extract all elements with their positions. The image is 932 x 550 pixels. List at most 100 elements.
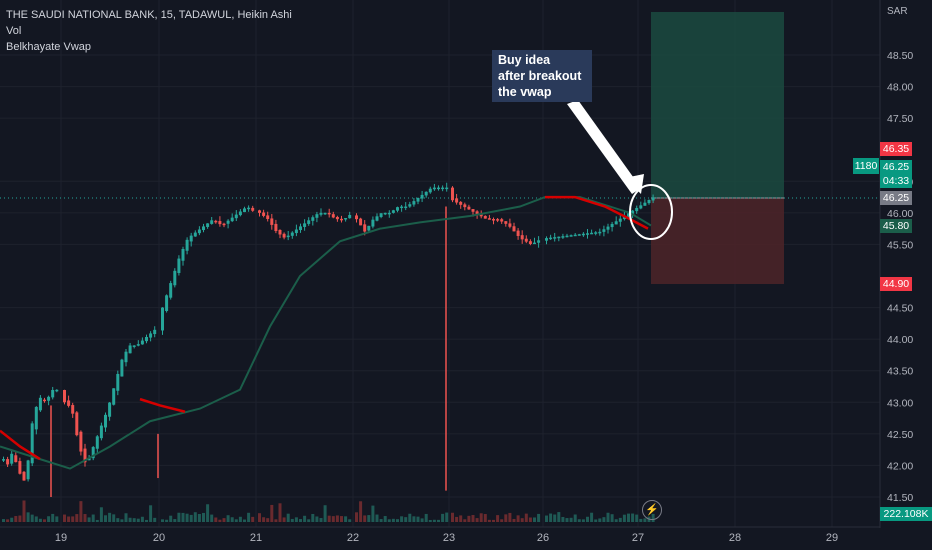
volume-bar: [10, 517, 14, 522]
candle-body: [6, 459, 10, 465]
candle-body: [537, 240, 541, 243]
candle-body: [226, 220, 230, 224]
candle-body: [165, 295, 169, 312]
volume-bar: [528, 517, 532, 522]
y-tick-label: 48.50: [887, 50, 913, 62]
chart-legend: THE SAUDI NATIONAL BANK, 15, TADAWUL, He…: [6, 7, 292, 55]
volume-bar: [508, 512, 512, 522]
candle-body: [307, 220, 311, 224]
volume-bar: [290, 518, 294, 522]
candle-body: [643, 202, 647, 206]
candle-body: [243, 208, 246, 213]
volume-bar: [91, 514, 95, 522]
volume-bar: [475, 518, 479, 522]
volume-bar: [38, 518, 42, 522]
candle-body: [128, 345, 132, 354]
candle-body: [197, 229, 201, 234]
callout-arrow-head: [625, 174, 644, 194]
candle-body: [290, 232, 294, 236]
volume-bar: [500, 519, 504, 522]
volume-bar: [533, 517, 536, 522]
candle-body: [412, 201, 416, 205]
x-tick-label: 23: [443, 532, 455, 544]
vwap-line-bearish-2: [139, 397, 186, 413]
volume-bar: [569, 517, 573, 522]
position-zones: [651, 12, 784, 284]
candle-body: [91, 447, 95, 459]
volume-indicator-label[interactable]: Vol: [6, 25, 22, 37]
volume-bar: [520, 518, 524, 522]
volume-bar: [303, 515, 307, 522]
volume-bar: [524, 513, 528, 522]
candle-body: [627, 213, 630, 217]
volume-bar: [79, 501, 83, 522]
candle-body: [614, 221, 618, 225]
candle-body: [463, 204, 467, 208]
volume-bar: [140, 516, 144, 522]
volume-bar: [132, 518, 136, 522]
volume-bar: [116, 518, 120, 522]
volume-bar: [315, 516, 319, 522]
volume-bar: [375, 514, 379, 522]
currency-label[interactable]: SAR: [887, 6, 908, 17]
candle-body: [416, 197, 420, 202]
volume-bar: [404, 517, 408, 522]
symbol-title[interactable]: THE SAUDI NATIONAL BANK, 15, TADAWUL, He…: [6, 9, 292, 21]
lightning-icon[interactable]: ⚡: [642, 500, 662, 520]
volume-bar: [243, 519, 246, 522]
y-tick-label: 48.00: [887, 82, 913, 94]
candle-body: [391, 210, 395, 213]
volume-bar: [299, 519, 302, 522]
candle-body: [30, 423, 34, 464]
y-tick-label: 44.50: [887, 303, 913, 315]
volume-bar: [18, 515, 22, 522]
volume-bar: [396, 519, 399, 522]
candle-body: [177, 258, 181, 273]
volume-bar: [75, 514, 79, 522]
candle-body: [319, 212, 323, 215]
volume-bar: [120, 519, 124, 522]
volume-bar: [363, 515, 367, 522]
volume-bar: [594, 519, 598, 522]
volume-bar: [206, 504, 210, 522]
volume-bar: [230, 517, 234, 522]
y-tick-label: 43.50: [887, 366, 913, 378]
candle-body: [359, 218, 363, 226]
volume-bar: [55, 516, 59, 522]
volume-bar: [161, 519, 164, 522]
volume-bar: [222, 518, 226, 522]
volume-bar: [6, 519, 10, 522]
candle-body: [553, 237, 557, 239]
candle-body: [432, 187, 436, 190]
volume-bar: [561, 516, 565, 522]
y-tick-label: 42.00: [887, 460, 913, 472]
volume-bar: [286, 513, 290, 522]
volume-bar: [496, 515, 500, 522]
x-tick-label: 21: [250, 532, 262, 544]
volume-bar: [459, 515, 463, 522]
volume-bar: [282, 517, 286, 522]
volume-bar: [26, 512, 30, 522]
volume-bar: [34, 516, 38, 522]
volume-bar: [344, 516, 348, 522]
volume-bar: [181, 512, 185, 522]
vwap-indicator-label[interactable]: Belkhayate Vwap: [6, 41, 91, 53]
candle-body: [51, 389, 55, 398]
candle-body: [145, 336, 148, 342]
volume-bar: [307, 519, 311, 522]
y-tick-label: 42.50: [887, 429, 913, 441]
volume-bar: [391, 518, 395, 522]
volume-bar: [631, 513, 635, 522]
candle-body: [120, 359, 124, 377]
candle-body: [75, 412, 79, 436]
candle-body: [140, 340, 144, 345]
volume-bar: [420, 518, 424, 522]
callout-line-1: Buy idea: [498, 53, 551, 67]
candle-body: [18, 461, 22, 474]
candle-body: [520, 235, 524, 240]
candle-body: [63, 390, 66, 403]
trade-idea-callout: Buy idea after breakout the vwap: [492, 50, 592, 102]
y-axis-panel: [880, 0, 932, 550]
candle-body: [251, 207, 255, 211]
